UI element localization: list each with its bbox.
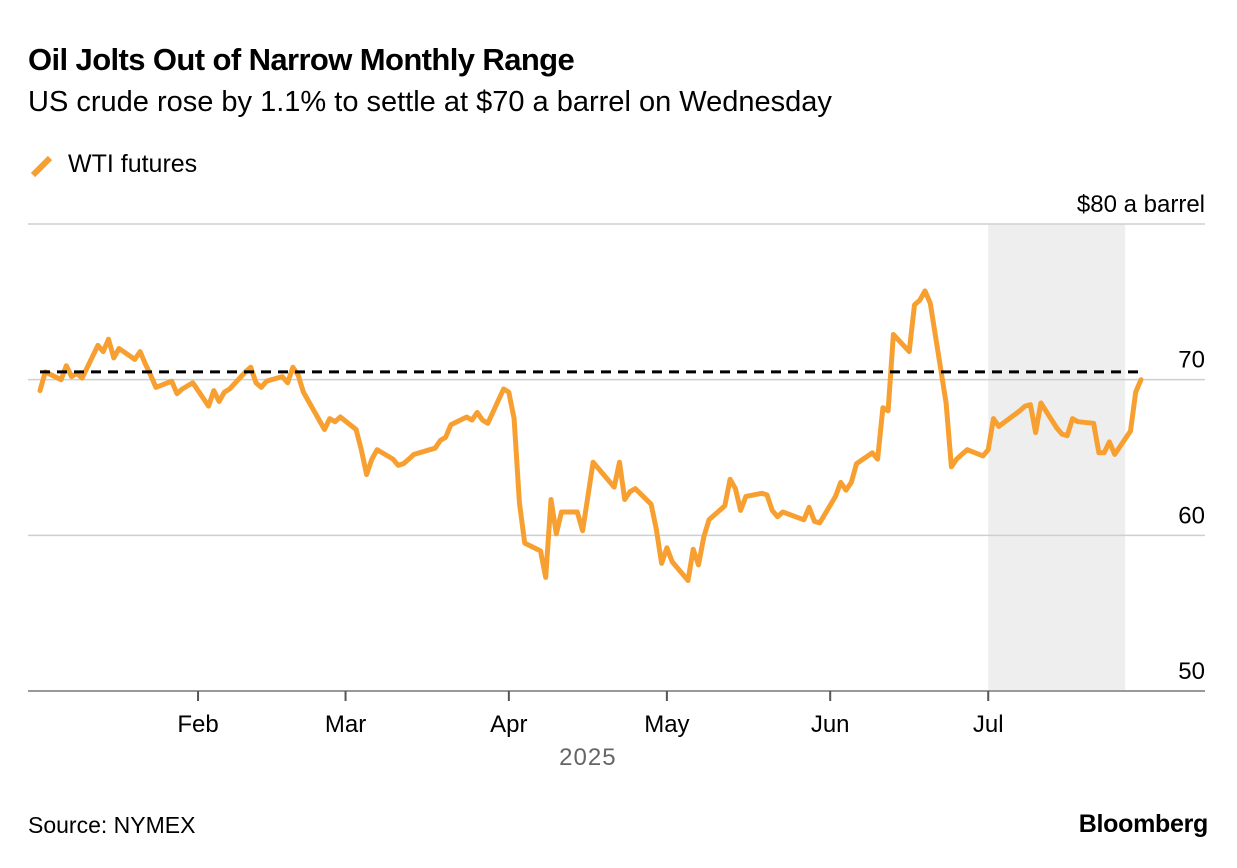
brand-logo: Bloomberg <box>1078 810 1209 838</box>
x-axis-year-label: 2025 <box>559 744 616 771</box>
x-tick-label: Feb <box>177 711 218 738</box>
legend-swatch-wti <box>30 155 53 178</box>
legend: WTI futures <box>28 146 197 182</box>
chart-title: Oil Jolts Out of Narrow Monthly Range <box>28 42 575 77</box>
x-tick-label: Jun <box>811 711 850 738</box>
y-axis-unit-label: $80 a barrel <box>1077 191 1205 218</box>
y-tick-label: 50 <box>1178 658 1205 685</box>
series-line-wti <box>37 288 1144 583</box>
chart-subtitle: US crude rose by 1.1% to settle at $70 a… <box>28 86 832 118</box>
x-tick-label: Apr <box>490 711 527 738</box>
y-tick-label: 70 <box>1178 347 1205 374</box>
series-points-wti <box>39 289 1143 582</box>
x-tick-label: Mar <box>325 711 366 738</box>
source-note: Source: NYMEX <box>28 812 196 838</box>
x-tick-label: Jul <box>973 711 1004 738</box>
legend-label-wti: WTI futures <box>68 149 198 178</box>
y-tick-label: 60 <box>1178 502 1205 529</box>
x-tick-label: May <box>644 711 689 738</box>
shaded-region <box>988 224 1126 691</box>
